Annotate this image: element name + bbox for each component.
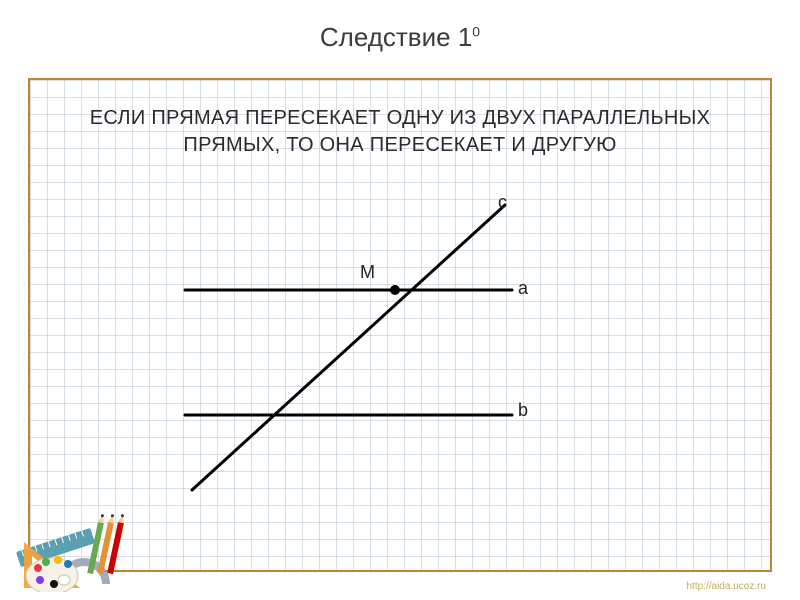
line-c bbox=[192, 205, 505, 490]
label-b: b bbox=[518, 400, 528, 421]
footer-url: http://aida.ucoz.ru bbox=[687, 581, 767, 592]
point-m bbox=[390, 285, 400, 295]
slide: Следствие 10 ЕСЛИ ПРЯМАЯ ПЕРЕСЕКАЕТ ОДНУ… bbox=[0, 0, 800, 600]
label-a: а bbox=[518, 278, 528, 299]
label-m: М bbox=[360, 262, 375, 283]
tools-icon bbox=[14, 502, 134, 592]
label-c: с bbox=[498, 192, 507, 213]
